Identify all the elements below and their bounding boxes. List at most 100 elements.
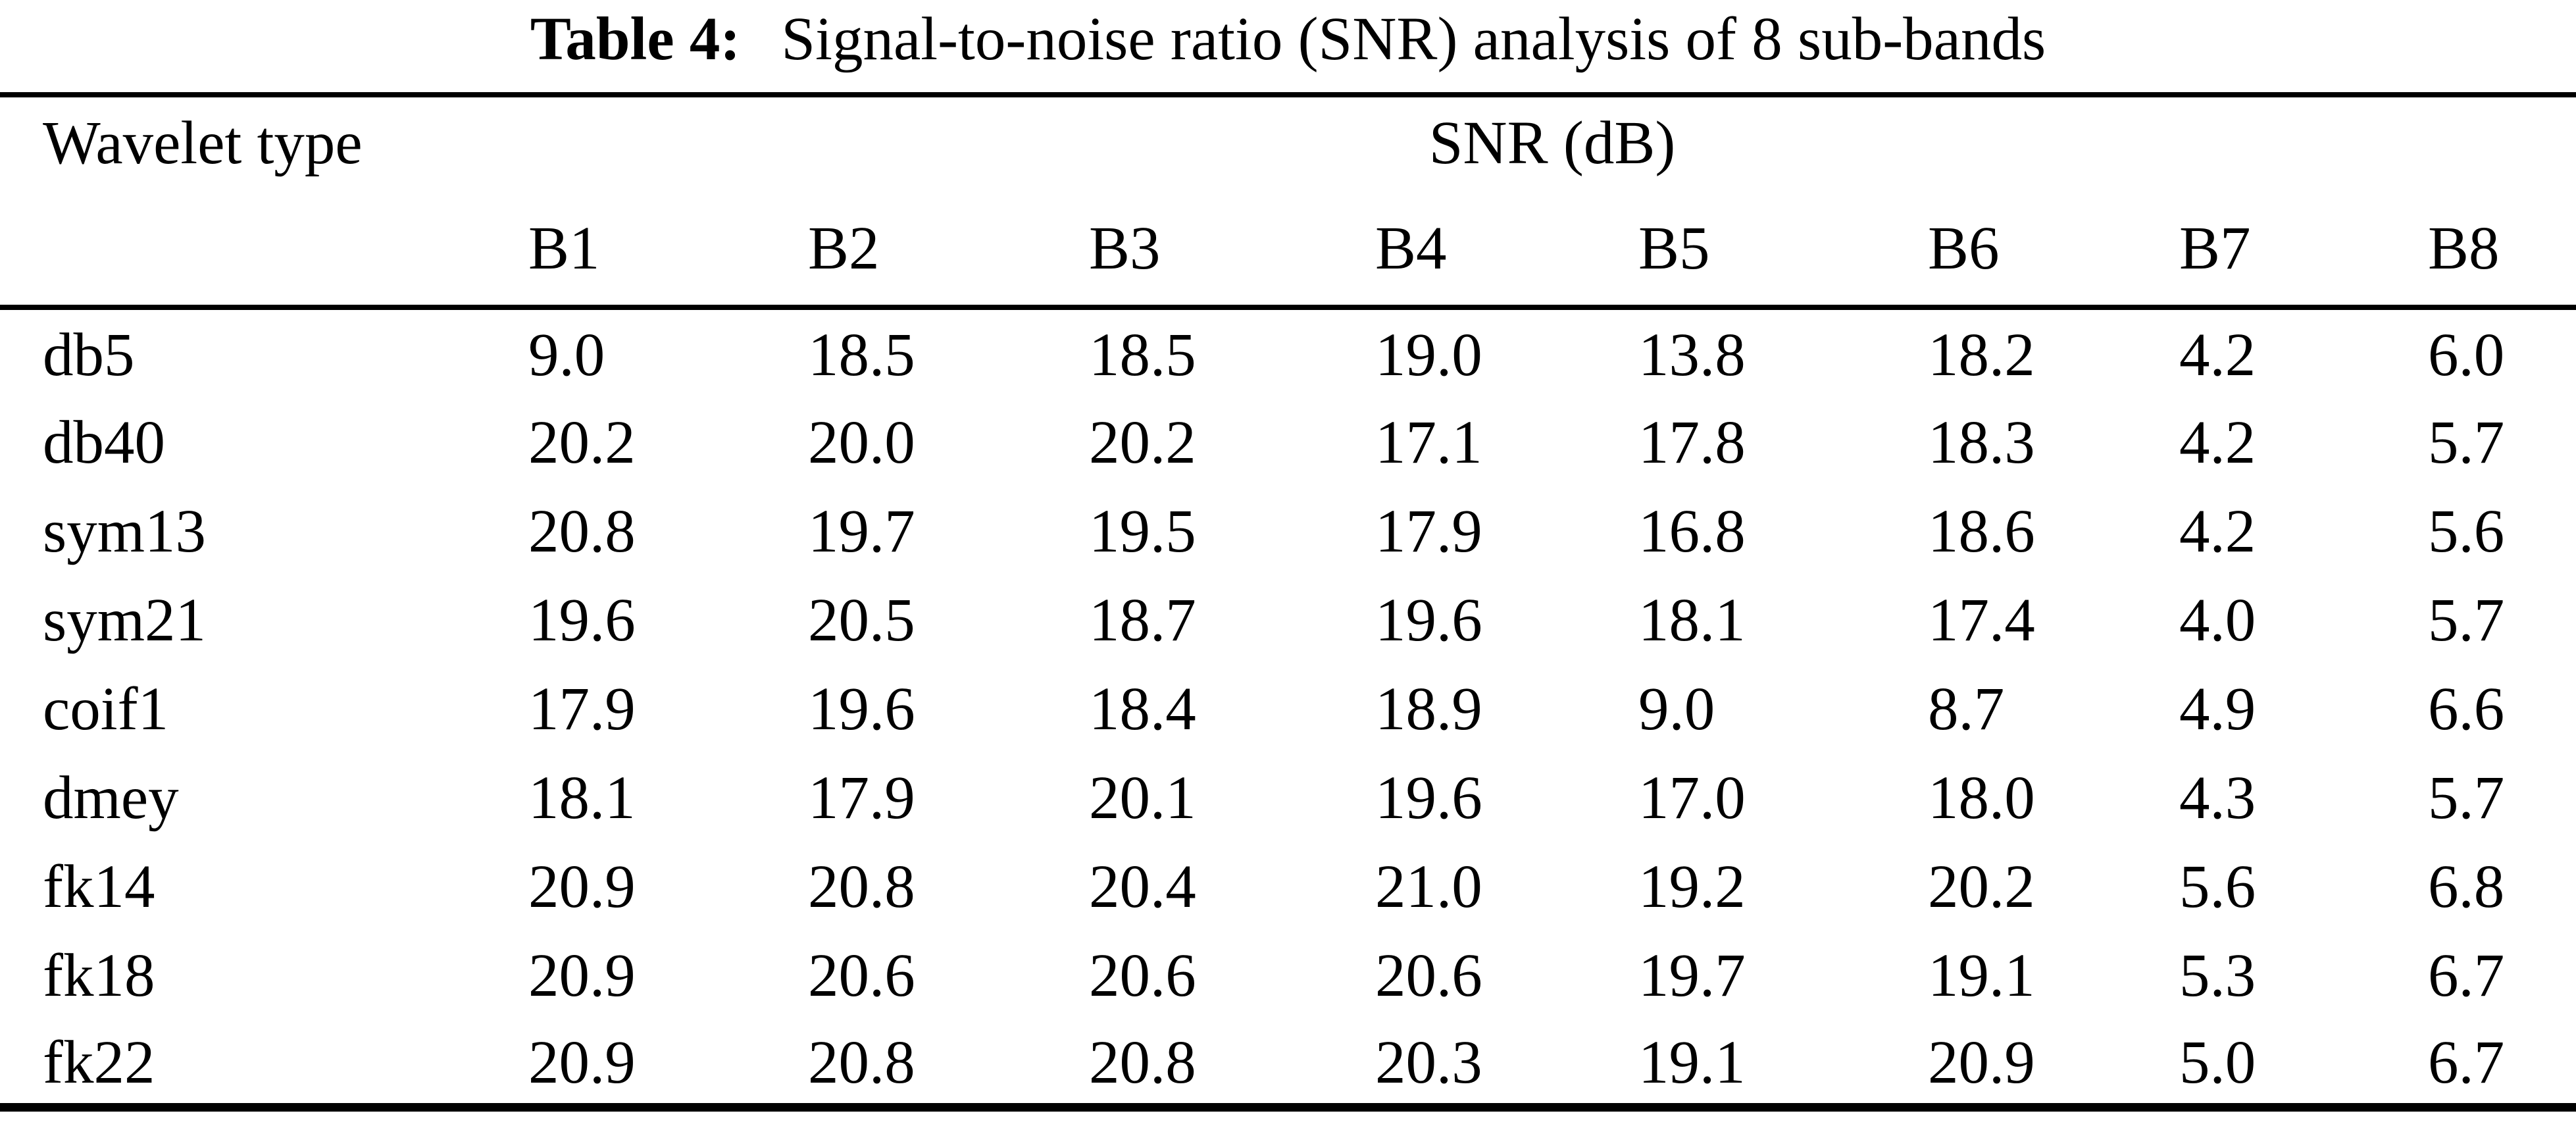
table-caption: Table 4: Signal-to-noise ratio (SNR) ana… [0, 0, 2576, 92]
value-cell: 20.2 [1928, 853, 2035, 921]
row-label: fk18 [43, 942, 155, 1010]
value-cell: 19.1 [1928, 942, 2035, 1010]
value-cell: 18.0 [1928, 764, 2035, 832]
value-cell: 5.7 [2428, 586, 2505, 654]
value-cell: 9.0 [1638, 675, 1715, 743]
value-cell: 4.3 [2179, 764, 2256, 832]
value-cell: 5.7 [2428, 764, 2505, 832]
table-row: coif1 17.9 19.6 18.4 18.9 9.0 8.7 4.9 6.… [0, 663, 2576, 752]
row-label: dmey [43, 764, 179, 832]
value-cell: 5.0 [2179, 1028, 2256, 1096]
value-cell: 17.9 [528, 675, 636, 743]
table-row: fk18 20.9 20.6 20.6 20.6 19.7 19.1 5.3 6… [0, 929, 2576, 1018]
table-row: fk14 20.9 20.8 20.4 21.0 19.2 20.2 5.6 6… [0, 840, 2576, 929]
value-cell: 4.9 [2179, 675, 2256, 743]
table-row: fk22 20.9 20.8 20.8 20.3 19.1 20.9 5.0 6… [0, 1018, 2576, 1107]
value-cell: 5.6 [2179, 853, 2256, 921]
table-row: dmey 18.1 17.9 20.1 19.6 17.0 18.0 4.3 5… [0, 752, 2576, 840]
value-cell: 20.5 [808, 586, 915, 654]
value-cell: 17.9 [808, 764, 915, 832]
value-cell: 20.6 [1089, 942, 1196, 1010]
value-cell: 20.9 [528, 1028, 636, 1096]
value-cell: 18.2 [1928, 321, 2035, 389]
value-cell: 18.1 [1638, 586, 1746, 654]
value-cell: 20.8 [528, 498, 636, 565]
col-header-b7: B7 [2179, 194, 2428, 310]
value-cell: 18.7 [1089, 586, 1196, 654]
value-cell: 9.0 [528, 321, 605, 389]
value-cell: 20.6 [1375, 942, 1482, 1010]
value-cell: 6.7 [2428, 942, 2505, 1010]
table-row: db40 20.2 20.0 20.2 17.1 17.8 18.3 4.2 5… [0, 396, 2576, 485]
value-cell: 19.0 [1375, 321, 1482, 389]
col-header-b3: B3 [1089, 194, 1375, 310]
value-cell: 20.9 [528, 942, 636, 1010]
value-cell: 17.4 [1928, 586, 2035, 654]
table-row: sym13 20.8 19.7 19.5 17.9 16.8 18.6 4.2 … [0, 485, 2576, 574]
value-cell: 21.0 [1375, 853, 1482, 921]
value-cell: 18.6 [1928, 498, 2035, 565]
row-label: sym21 [43, 586, 207, 654]
row-label: db40 [43, 409, 165, 476]
value-cell: 5.6 [2428, 498, 2505, 565]
value-cell: 4.2 [2179, 321, 2256, 389]
value-cell: 4.2 [2179, 498, 2256, 565]
value-cell: 19.6 [1375, 586, 1482, 654]
value-cell: 20.8 [808, 1028, 915, 1096]
row-label: sym13 [43, 498, 207, 565]
value-cell: 17.9 [1375, 498, 1482, 565]
table-row: sym21 19.6 20.5 18.7 19.6 18.1 17.4 4.0 … [0, 574, 2576, 663]
col-header-b4: B4 [1375, 194, 1638, 310]
col-header-b1: B1 [528, 194, 808, 310]
col-header-b6: B6 [1928, 194, 2179, 310]
table-caption-text: Signal-to-noise ratio (SNR) analysis of … [781, 5, 2046, 73]
value-cell: 18.5 [808, 321, 915, 389]
value-cell: 20.1 [1089, 764, 1196, 832]
value-cell: 19.5 [1089, 498, 1196, 565]
value-cell: 6.8 [2428, 853, 2505, 921]
value-cell: 20.0 [808, 409, 915, 476]
row-label: db5 [43, 321, 135, 389]
value-cell: 18.1 [528, 764, 636, 832]
value-cell: 19.6 [528, 586, 636, 654]
col-header-b8: B8 [2428, 194, 2576, 310]
value-cell: 16.8 [1638, 498, 1746, 565]
row-label: fk14 [43, 853, 155, 921]
value-cell: 20.3 [1375, 1028, 1482, 1096]
value-cell: 18.9 [1375, 675, 1482, 743]
value-cell: 19.1 [1638, 1028, 1746, 1096]
value-cell: 6.0 [2428, 321, 2505, 389]
column-group-header-snr: SNR (dB) [528, 95, 2576, 194]
value-cell: 19.7 [1638, 942, 1746, 1010]
col-header-b2: B2 [808, 194, 1089, 310]
value-cell: 5.3 [2179, 942, 2256, 1010]
value-cell: 6.7 [2428, 1028, 2505, 1096]
col-header-b5: B5 [1638, 194, 1928, 310]
value-cell: 20.9 [1928, 1028, 2035, 1096]
value-cell: 19.6 [1375, 764, 1482, 832]
value-cell: 18.4 [1089, 675, 1196, 743]
value-cell: 19.6 [808, 675, 915, 743]
value-cell: 4.2 [2179, 409, 2256, 476]
row-label: fk22 [43, 1028, 155, 1096]
value-cell: 17.1 [1375, 409, 1482, 476]
value-cell: 20.9 [528, 853, 636, 921]
value-cell: 8.7 [1928, 675, 2005, 743]
value-cell: 20.8 [1089, 1028, 1196, 1096]
column-header-wavelet-type: Wavelet type [43, 109, 363, 177]
value-cell: 17.0 [1638, 764, 1746, 832]
value-cell: 20.6 [808, 942, 915, 1010]
value-cell: 5.7 [2428, 409, 2505, 476]
value-cell: 4.0 [2179, 586, 2256, 654]
value-cell: 17.8 [1638, 409, 1746, 476]
value-cell: 20.4 [1089, 853, 1196, 921]
snr-table: Wavelet type SNR (dB) B1 B2 B3 B4 B5 B6 … [0, 92, 2576, 1112]
header-group-row: Wavelet type SNR (dB) [0, 95, 2576, 194]
value-cell: 19.7 [808, 498, 915, 565]
table-caption-label: Table 4: [530, 5, 741, 73]
value-cell: 18.5 [1089, 321, 1196, 389]
empty-header-cell [0, 194, 528, 310]
value-cell: 20.2 [1089, 409, 1196, 476]
row-label: coif1 [43, 675, 169, 743]
